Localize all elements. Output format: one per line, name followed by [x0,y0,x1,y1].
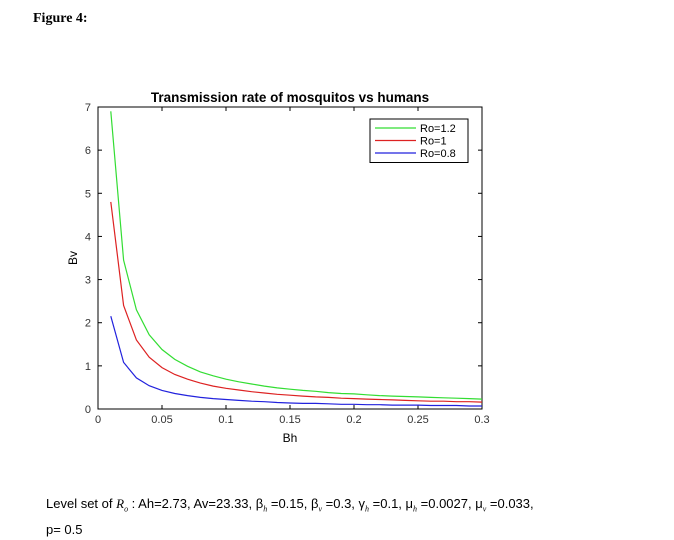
x-tick-label: 0.25 [407,414,428,426]
caption-sub-2: v [318,504,323,514]
x-tick-label: 0.3 [474,414,489,426]
caption-part-3: =0.3, γ [322,496,366,511]
y-tick-label: 2 [85,318,91,330]
y-axis-label: Bv [66,251,80,265]
x-tick-label: 0.05 [151,414,172,426]
caption-symbol-sub: o [124,504,129,514]
x-tick-label: 0.15 [279,414,300,426]
series-line-1 [110,111,483,400]
caption-part-2: =0.15, β [267,496,319,511]
x-axis-label: Bh [283,431,298,445]
caption-line-2: p= 0.5 [46,521,83,537]
caption-part-1: : Ah=2.73, Av=23.33, β [128,496,264,511]
y-tick-label: 3 [85,275,91,287]
series-lines [110,111,483,407]
line-chart: Transmission rate of mosquitos vs humans… [66,90,490,445]
x-tick-label: 0.2 [346,414,361,426]
y-tick-label: 7 [85,102,91,114]
x-tick-label: 0 [95,414,101,426]
caption-part-6: =0.033, [486,496,534,511]
series-line-3 [110,316,482,407]
caption-sub-1: h [263,504,268,514]
x-tick-label: 0.1 [218,414,233,426]
caption-sub-5: v [482,504,487,514]
y-tick-label: 1 [85,361,91,373]
caption-sub-4: h [413,504,418,514]
y-tick-label: 4 [85,231,91,243]
axes: 0 0.05 0.1 0.15 0.2 0.25 0.3 0 1 2 3 4 5 6 7 [85,102,490,426]
caption-symbol: R [116,496,125,511]
y-tick-label: 0 [85,404,91,416]
figure-label: Figure 4: [33,11,88,26]
chart-title: Transmission rate of mosquitos vs humans [151,90,429,105]
caption-prefix: Level set of [46,496,117,511]
legend: Ro=1.2Ro=1Ro=0.8 [369,118,469,163]
caption-part-5: =0.0027, μ [417,496,483,511]
legend-label: Ro=1.2 [420,123,456,135]
caption-sub-3: h [365,504,370,514]
figure-caption: Level set of Ro : Ah=2.73, Av=23.33, βh … [46,494,656,540]
legend-label: Ro=0.8 [420,148,456,160]
caption-part-4: =0.1, μ [369,496,414,511]
legend-label: Ro=1 [420,136,447,148]
y-tick-label: 6 [85,145,91,157]
y-tick-label: 5 [85,188,91,200]
series-line-2 [110,201,483,403]
